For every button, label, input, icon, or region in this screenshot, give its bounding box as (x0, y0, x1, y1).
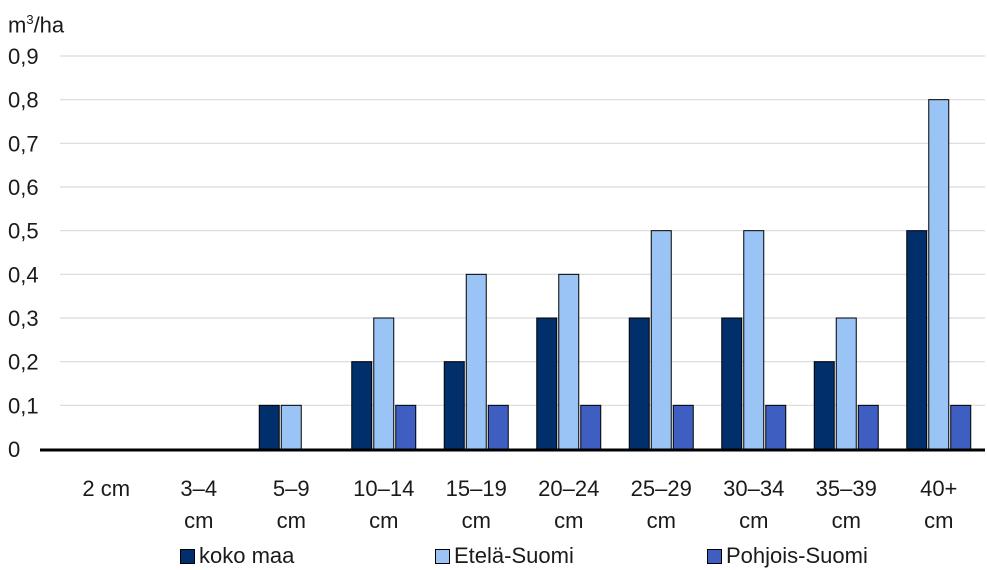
y-tick-label: 0,4 (8, 262, 39, 287)
y-tick-label: 0,9 (8, 44, 39, 69)
bar (280, 404, 302, 450)
bar (558, 273, 580, 450)
x-tick-label: 35–39 (816, 476, 877, 501)
x-tick-label: 5–9 (273, 476, 310, 501)
x-tick-label: cm (924, 508, 953, 533)
y-tick-label: 0,1 (8, 393, 39, 418)
bar (950, 404, 972, 450)
y-tick-label: 0,8 (8, 88, 39, 113)
x-tick-label: 40+ (920, 476, 957, 501)
bar (465, 273, 487, 450)
legend-item-etela-suomi: Etelä-Suomi (435, 543, 574, 569)
x-tick-label: cm (554, 508, 583, 533)
bar (443, 361, 465, 450)
legend-label: koko maa (199, 543, 295, 568)
bar (743, 230, 765, 450)
bar-chart: 0 0,1 0,2 0,3 0,4 0,5 0,6 0,7 0,8 0,9 2 cm 3–4 cm 5–9… (8, 44, 985, 533)
x-tick-label: cm (184, 508, 213, 533)
bar (857, 404, 879, 450)
bar (928, 99, 950, 450)
y-tick-label: 0,3 (8, 306, 39, 331)
x-tick-label: 20–24 (538, 476, 599, 501)
y-tick-label: 0,6 (8, 175, 39, 200)
legend-swatch (180, 548, 195, 564)
bar (351, 361, 373, 450)
bar (487, 404, 509, 450)
legend: koko maa Etelä-Suomi Pohjois-Suomi (0, 543, 987, 569)
bar (813, 361, 835, 450)
bar (835, 317, 857, 450)
bar (721, 317, 743, 450)
y-tick-label: 0,7 (8, 131, 39, 156)
x-tick-label: cm (462, 508, 491, 533)
bar (395, 404, 417, 450)
y-axis-label: m3/ha (8, 12, 65, 38)
legend-item-pohjois-suomi: Pohjois-Suomi (707, 543, 868, 569)
bar (906, 230, 928, 450)
bar (650, 230, 672, 450)
bar (628, 317, 650, 450)
bar (536, 317, 558, 450)
x-tick-label: cm (277, 508, 306, 533)
x-tick-label: 2 cm (82, 476, 130, 501)
x-tick-label: cm (647, 508, 676, 533)
legend-swatch (707, 548, 722, 564)
x-tick-label: cm (832, 508, 861, 533)
bar (672, 404, 694, 450)
x-tick-label: 25–29 (631, 476, 692, 501)
bar (765, 404, 787, 450)
legend-swatch (435, 548, 450, 564)
bar (373, 317, 395, 450)
y-tick-label: 0 (8, 437, 20, 462)
y-tick-label: 0,5 (8, 219, 39, 244)
x-tick-label: 15–19 (446, 476, 507, 501)
legend-label: Etelä-Suomi (454, 543, 574, 568)
bar (258, 404, 280, 450)
x-tick-label: cm (369, 508, 398, 533)
bar (580, 404, 602, 450)
legend-label: Pohjois-Suomi (726, 543, 868, 568)
x-tick-label: 10–14 (353, 476, 414, 501)
legend-item-koko-maa: koko maa (180, 543, 294, 569)
x-tick-label: cm (739, 508, 768, 533)
y-tick-label: 0,2 (8, 350, 39, 375)
x-tick-label: 3–4 (180, 476, 217, 501)
x-tick-label: 30–34 (723, 476, 784, 501)
